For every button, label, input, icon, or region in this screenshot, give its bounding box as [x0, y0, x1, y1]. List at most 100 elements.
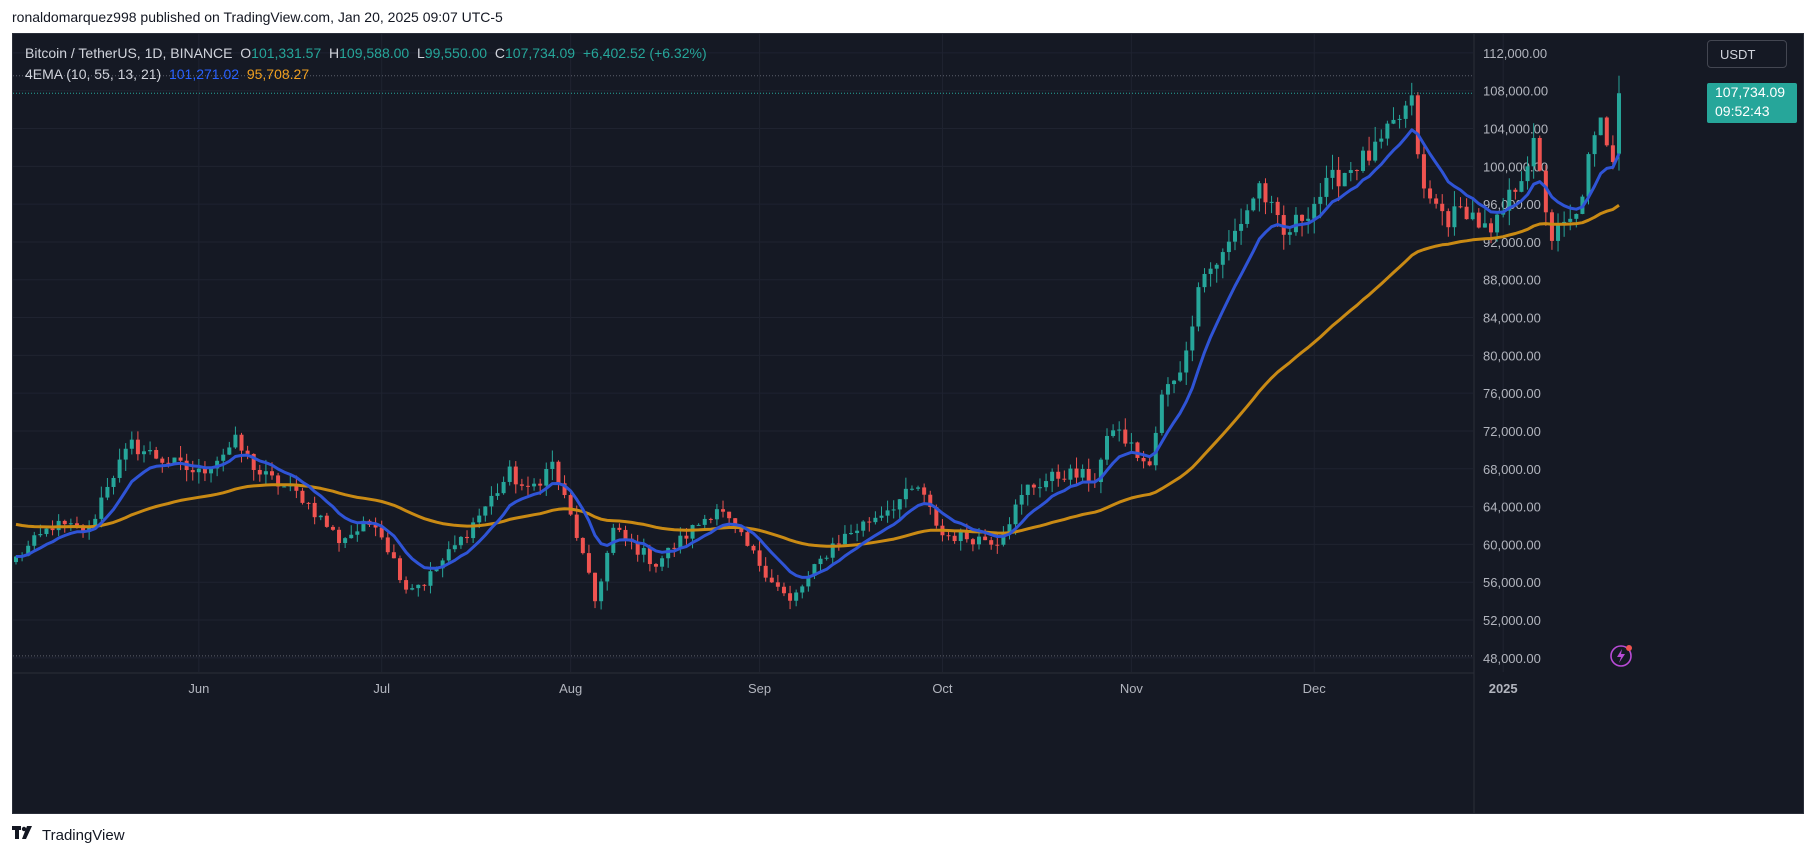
candle-body: [117, 459, 122, 478]
candle-body: [1056, 471, 1061, 479]
candle-body: [495, 493, 500, 496]
candle-body: [1507, 189, 1512, 211]
ema-fast-value: 101,271.02: [168, 66, 240, 82]
candle-body: [68, 523, 73, 525]
candle-body: [525, 485, 530, 487]
footer-brand-name: TradingView: [42, 827, 125, 844]
candle-body: [1549, 212, 1554, 241]
candle-body: [129, 439, 134, 449]
candle-body: [239, 434, 244, 451]
candle-body: [611, 527, 616, 553]
flash-icon[interactable]: [1609, 642, 1635, 668]
candle-body: [263, 471, 268, 475]
candle-body: [1531, 137, 1536, 167]
candle-body: [1306, 218, 1311, 221]
candle-body: [1385, 123, 1390, 139]
candle-body: [580, 537, 585, 554]
candle-body: [617, 527, 622, 530]
candle-body: [702, 518, 707, 525]
candle-body: [1165, 384, 1170, 395]
candle-body: [428, 571, 433, 586]
candle-body: [257, 469, 262, 475]
footer-brand: TradingView: [12, 826, 125, 845]
candle-body: [519, 484, 524, 486]
candle-body: [196, 468, 201, 473]
candle-body: [1269, 201, 1274, 203]
candle-body: [1013, 504, 1018, 525]
candle-body: [1141, 457, 1146, 462]
candle-body: [830, 543, 835, 558]
candle-body: [1178, 372, 1183, 381]
currency-button[interactable]: USDT: [1707, 40, 1787, 68]
candle-body: [282, 486, 287, 488]
candle-body: [1421, 154, 1426, 189]
candle-body: [538, 483, 543, 486]
candle-body: [1470, 212, 1475, 220]
ema-fast-line: [15, 128, 1621, 579]
candle-body: [1190, 326, 1195, 351]
candle-body: [1196, 287, 1201, 327]
candle-body: [678, 535, 683, 549]
price-axis-label: 56,000.00: [1483, 575, 1541, 590]
price-chart[interactable]: 48,000.00 52,000.00 56,000.00 60,000.00 64,0…: [13, 34, 1803, 813]
candle-body: [276, 475, 281, 487]
candle-body: [1446, 211, 1451, 228]
candle-body: [1458, 206, 1463, 208]
candle-body: [26, 545, 31, 556]
indicator-label[interactable]: 4EMA (10, 55, 13, 21): [25, 66, 162, 82]
candle-body: [1574, 213, 1579, 219]
candle-body: [544, 468, 549, 486]
candle-body: [111, 477, 116, 487]
price-axis-label: 76,000.00: [1483, 386, 1541, 401]
candle-body: [410, 588, 415, 590]
candle-body: [653, 564, 658, 567]
legend-indicator-row[interactable]: 4EMA (10, 55, 13, 21) 101,271.02 95,708.…: [25, 64, 707, 85]
candle-body: [873, 517, 878, 523]
candle-body: [1537, 137, 1542, 171]
candle-body: [349, 534, 354, 539]
candle-body: [550, 461, 555, 469]
publish-info: ronaldomarquez998 published on TradingVi…: [12, 9, 503, 25]
candle-body: [105, 486, 110, 498]
candle-body: [867, 521, 872, 523]
candle-body: [1001, 534, 1006, 545]
candle-body: [1360, 150, 1365, 171]
candle-body: [141, 451, 146, 455]
candle-body: [489, 495, 494, 507]
candle-body: [970, 539, 975, 545]
candle-body: [123, 448, 128, 460]
candle-body: [501, 481, 506, 494]
candle-body: [422, 584, 427, 586]
price-axis-label: 108,000.00: [1483, 84, 1548, 99]
candle-body: [836, 543, 841, 545]
candle-body: [916, 487, 921, 489]
candle-body: [983, 536, 988, 541]
candle-body: [1105, 435, 1110, 460]
candle-body: [1482, 223, 1487, 228]
candle-body: [1440, 203, 1445, 212]
tradingview-logo-icon: [12, 826, 36, 845]
symbol-label[interactable]: Bitcoin / TetherUS, 1D, BINANCE: [25, 45, 233, 61]
candle-body: [1062, 478, 1067, 480]
chart-frame[interactable]: 48,000.00 52,000.00 56,000.00 60,000.00 64,0…: [12, 33, 1804, 814]
candle-body: [318, 515, 323, 518]
candle-body: [775, 582, 780, 587]
candle-body: [355, 531, 360, 535]
candle-body: [586, 553, 591, 573]
candle-body: [562, 483, 567, 496]
candle-body: [1068, 468, 1073, 480]
candle-body: [727, 511, 732, 519]
candle-body: [824, 557, 829, 559]
candle-body: [465, 536, 470, 539]
time-axis-label: 2025: [1489, 681, 1518, 696]
candle-body: [1117, 429, 1122, 431]
candle-body: [909, 488, 914, 490]
candle-body: [1202, 273, 1207, 288]
candle-body: [1037, 487, 1042, 489]
candle-body: [1050, 471, 1055, 482]
close-value: 107,734.09: [505, 45, 576, 61]
candle-body: [928, 494, 933, 507]
candle-body: [14, 556, 18, 563]
ema-slow-value: 95,708.27: [246, 66, 310, 82]
price-axis-label: 96,000.00: [1483, 197, 1541, 212]
